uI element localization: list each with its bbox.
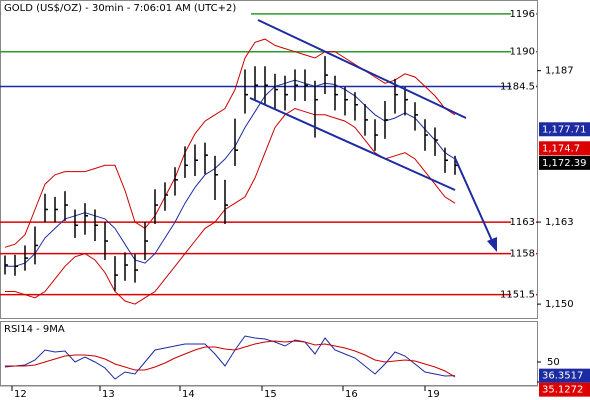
x-tick-label: 16 [345, 389, 358, 400]
rsi-tag-label: 36.3517 [542, 371, 583, 382]
x-tick-label: 13 [102, 389, 115, 400]
level-label-bg [511, 7, 536, 20]
price-tag-label: 1,172.39 [542, 158, 587, 169]
rsi-tag [539, 382, 590, 397]
x-tick-label: 12 [14, 389, 27, 400]
level-label: 1196 [510, 9, 535, 20]
price-tag [539, 155, 590, 170]
level-label: 1184.5 [500, 81, 535, 92]
price-tag-label: 1,174.7 [542, 143, 580, 154]
rsi-tag-label: 35.1272 [542, 385, 583, 396]
overlay-line [4, 38, 456, 248]
level-label-bg [511, 45, 536, 58]
rsi-line [5, 340, 456, 378]
title-box [1, 1, 251, 15]
chart-title: GOLD (US$/OZ) - 30min - 7:06:01 AM (UTC+… [4, 3, 236, 14]
level-label-bg [511, 216, 536, 229]
price-tag [539, 122, 590, 137]
y-tick-label: 1,150 [545, 299, 574, 310]
level-label: 1151.5 [500, 290, 535, 301]
x-tick-label: 19 [427, 389, 440, 400]
level-label: 1190 [510, 47, 535, 58]
channel-upper [257, 19, 467, 119]
level-label-bg [511, 80, 536, 93]
price-tag [539, 141, 590, 156]
y-tick-label: 1,187 [545, 66, 574, 77]
level-label: 1163 [510, 217, 535, 228]
rsi-tick-label: 50 [547, 357, 560, 368]
price-tag-label: 1,177.71 [542, 124, 587, 135]
price-panel [0, 0, 538, 319]
rsi-line [4, 335, 456, 380]
rsi-title: RSI14 - 9MA [4, 324, 65, 335]
arrow-head [487, 237, 497, 252]
forecast-arrow [454, 157, 494, 244]
level-label-bg [511, 288, 536, 301]
overlay-line [5, 79, 456, 267]
rsi-tag [539, 368, 590, 383]
level-label: 1158 [510, 249, 535, 260]
level-label-bg [511, 247, 536, 260]
x-tick-label: 15 [264, 389, 277, 400]
channel-lower [249, 97, 456, 191]
x-tick-label: 14 [182, 389, 195, 400]
y-tick-label: 1,163 [545, 217, 574, 228]
